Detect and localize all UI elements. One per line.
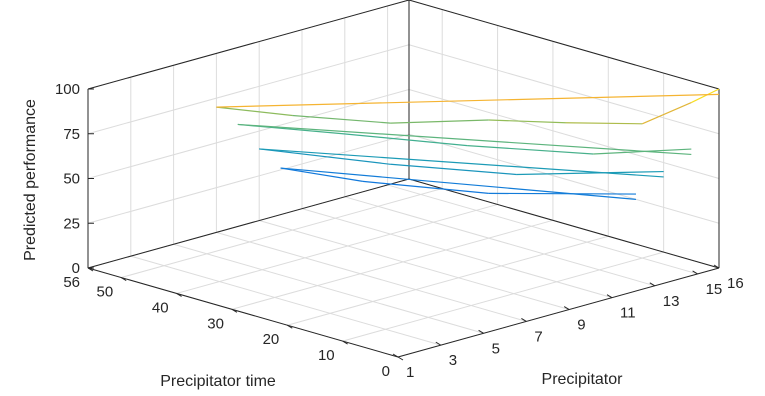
y-tick-label: 40: [152, 299, 169, 316]
z-tick-label: 75: [63, 126, 80, 143]
y-axis-label: Precipitator time: [160, 373, 276, 390]
surface-strand: [280, 167, 637, 201]
x-tick-mark: [713, 264, 720, 269]
surface-strand: [488, 192, 636, 195]
z-tick-label: 100: [55, 81, 80, 98]
z-axis-label: Predicted performance: [22, 99, 39, 261]
surface-strand: [467, 145, 594, 155]
x-tick-mark: [692, 270, 698, 275]
x-tick-label: 13: [663, 293, 680, 310]
surface-layer: [216, 88, 720, 201]
x-tick-label: 16: [727, 275, 744, 292]
x-tick-mark: [435, 341, 442, 346]
floor-grid-line: [173, 243, 484, 334]
x-tick-label: 9: [577, 317, 585, 334]
floor-grid-line: [121, 188, 443, 279]
floor-grid-line: [287, 235, 609, 326]
z-tick-label: 50: [63, 171, 80, 188]
side-wall-grid-line: [408, 89, 720, 179]
floor-grid-line: [231, 219, 554, 310]
surface-strand: [488, 119, 566, 124]
y-tick-mark: [342, 340, 348, 345]
y-tick-mark: [397, 356, 404, 361]
surface-strand: [565, 122, 643, 125]
y-tick-label: 20: [263, 331, 280, 348]
surface-strand: [642, 101, 692, 125]
x-tick-mark: [392, 353, 399, 358]
x-tick-label: 5: [492, 340, 500, 357]
z-tick-label: 25: [63, 215, 80, 232]
x-tick-mark: [606, 294, 613, 299]
x-tick-mark: [521, 317, 527, 322]
surface-strand: [341, 133, 468, 147]
x-tick-label: 7: [534, 328, 542, 345]
surface-strand: [216, 106, 293, 117]
floor-grid-line: [216, 231, 527, 322]
floor-grid-line: [259, 220, 570, 311]
x-tick-mark: [478, 329, 484, 334]
surface-strand: [237, 123, 692, 156]
floor-grid-line: [176, 203, 498, 294]
x-tick-mark: [563, 306, 570, 310]
y-axis-line: [87, 267, 399, 358]
axis-layer: [87, 0, 720, 358]
x-tick-label: 15: [706, 281, 723, 298]
floor-grid-line: [387, 184, 698, 275]
z-tick-label: 0: [72, 260, 80, 277]
surface-strand: [390, 163, 517, 176]
side-wall-grid-line: [408, 44, 720, 135]
y-tick-mark: [176, 292, 182, 297]
floor-grid-line: [342, 251, 664, 342]
box-edge: [87, 178, 410, 269]
surface-strand: [362, 180, 489, 194]
x-tick-mark: [649, 282, 656, 287]
x-tick-label: 3: [449, 352, 457, 369]
y-tick-mark: [87, 267, 94, 272]
box-edge: [408, 0, 720, 90]
y-tick-mark: [120, 277, 127, 281]
y-tick-mark: [231, 308, 238, 313]
box-edge: [408, 178, 720, 269]
surface-strand: [691, 88, 720, 104]
y-tick-label: 50: [97, 284, 114, 301]
surface-strand: [216, 93, 720, 108]
x-axis-line: [397, 267, 720, 358]
box-edge: [87, 0, 410, 90]
surface-strand: [292, 114, 391, 124]
side-wall-grid-line: [408, 133, 720, 224]
back-wall-grid-line: [87, 44, 410, 135]
floor-grid-line: [301, 208, 613, 299]
y-tick-label: 10: [318, 347, 335, 364]
x-tick-label: 1: [406, 364, 414, 381]
y-tick-label: 56: [63, 274, 80, 291]
y-tick-label: 0: [382, 363, 390, 380]
y-tick-label: 30: [207, 315, 224, 332]
floor-grid-line: [344, 196, 655, 287]
y-tick-mark: [287, 324, 293, 329]
back-wall-grid-line: [87, 133, 410, 224]
floor-grid-line: [130, 255, 441, 346]
surface-strand: [259, 148, 391, 165]
surface-strand: [516, 170, 664, 176]
surface-strand: [280, 167, 363, 182]
x-tick-label: 11: [620, 305, 636, 322]
back-wall-grid-line: [87, 89, 410, 179]
surface-strand: [390, 119, 489, 124]
x-axis-label: Precipitator: [542, 371, 624, 388]
surface-strand: [259, 148, 664, 178]
